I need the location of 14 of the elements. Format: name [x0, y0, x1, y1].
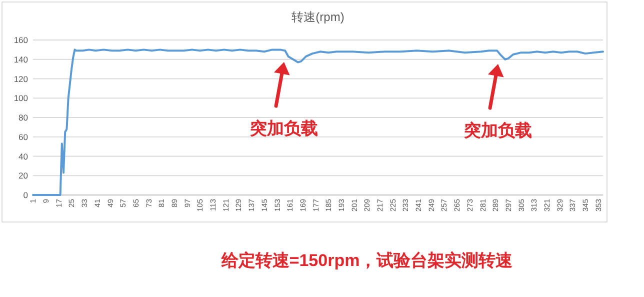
y-tick-label: 160	[14, 35, 28, 45]
y-tick-label: 140	[14, 54, 28, 64]
annotation: 突加负载	[249, 119, 318, 138]
chart-title: 转速(rpm)	[292, 10, 344, 24]
y-tick-label: 40	[18, 151, 28, 162]
y-tick-label: 60	[18, 132, 28, 142]
text: 给定转速=150rpm，试验台架实测转速	[220, 251, 513, 270]
y-tick-label: 20	[18, 170, 28, 181]
y-tick-label: 0	[23, 190, 28, 200]
y-tick-label: 80	[18, 112, 28, 122]
annotation: 突加负载	[463, 121, 532, 140]
y-tick-label: 100	[14, 93, 28, 104]
y-tick-label: 120	[14, 74, 28, 84]
line-series	[32, 48, 604, 196]
